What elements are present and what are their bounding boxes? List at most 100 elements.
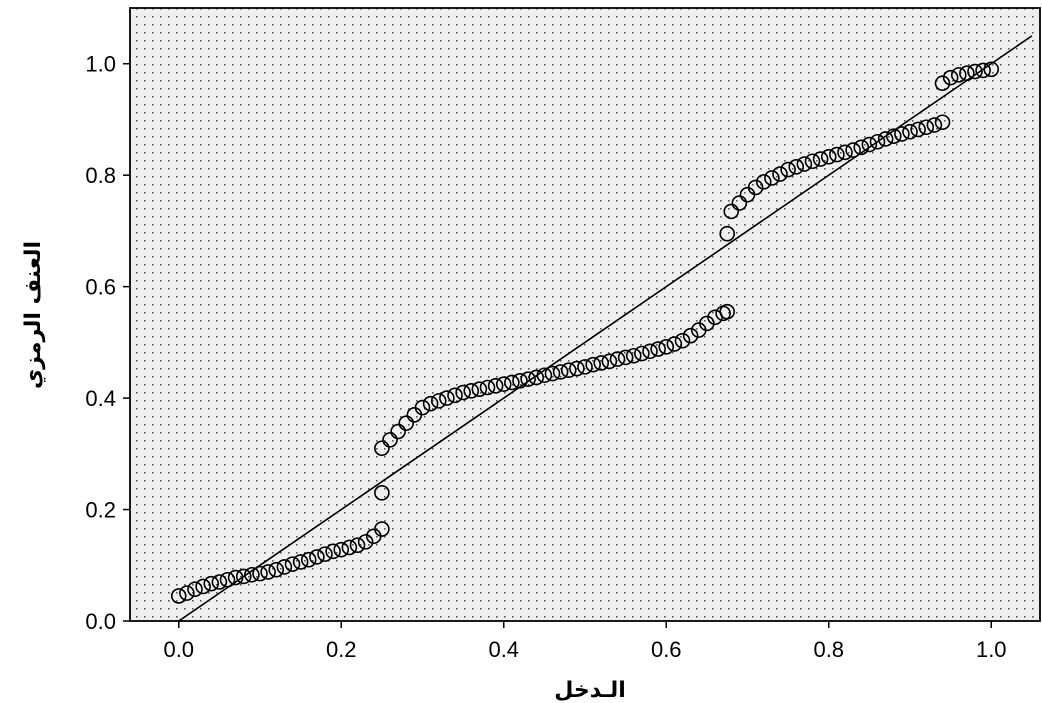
data-point: [203, 575, 220, 592]
data-point: [560, 362, 577, 379]
data-point: [723, 203, 740, 220]
data-point: [666, 336, 683, 352]
data-point: [357, 534, 374, 550]
data-point: [731, 195, 748, 211]
data-point: [625, 347, 642, 364]
y-tick-label: 1.0: [85, 52, 116, 77]
y-axis-title: العنف الرمزي: [21, 241, 46, 389]
data-point: [447, 387, 463, 404]
data-point: [959, 65, 975, 82]
data-point: [374, 485, 390, 501]
data-point: [374, 440, 390, 457]
y-tick-label: 0.0: [85, 609, 116, 634]
data-point: [755, 174, 772, 190]
data-point: [719, 225, 735, 242]
data-point: [902, 123, 918, 140]
plot-dot-pattern: [130, 8, 1040, 621]
data-point: [910, 121, 926, 138]
data-point: [292, 554, 309, 570]
data-point: [398, 415, 415, 431]
data-point: [528, 369, 545, 386]
data-point: [495, 376, 512, 392]
data-point: [552, 364, 569, 380]
data-point: [650, 341, 666, 357]
data-point: [479, 379, 496, 396]
data-point: [780, 161, 796, 178]
data-point: [719, 303, 735, 320]
y-tick-label: 0.8: [85, 163, 116, 188]
data-point: [260, 564, 276, 580]
data-point: [601, 353, 618, 370]
data-point: [569, 360, 585, 377]
data-point: [747, 179, 764, 196]
y-tick-label: 0.6: [85, 275, 116, 300]
data-point: [252, 565, 268, 582]
data-point: [227, 569, 244, 586]
data-point: [812, 151, 829, 167]
data-point: [593, 355, 610, 371]
data-point: [845, 142, 861, 158]
x-tick-label: 1.0: [976, 637, 1007, 662]
data-point: [934, 114, 951, 131]
data-point: [455, 384, 471, 401]
data-point: [349, 537, 366, 554]
data-point: [520, 371, 536, 387]
data-point: [536, 367, 553, 384]
data-point: [504, 374, 520, 391]
data-point: [276, 559, 293, 575]
data-point: [853, 139, 870, 156]
x-tick-label: 0.6: [651, 637, 682, 662]
data-point: [309, 549, 325, 565]
data-point: [975, 62, 991, 79]
x-tick-label: 0.8: [813, 637, 844, 662]
data-point: [487, 378, 504, 394]
data-point: [885, 128, 902, 144]
data-point: [219, 571, 236, 588]
data-point: [244, 566, 260, 583]
data-point: [333, 541, 350, 558]
data-point: [617, 349, 634, 366]
data-point: [300, 551, 317, 568]
x-tick-label: 0.0: [163, 637, 194, 662]
data-point: [674, 332, 691, 349]
data-point: [829, 146, 845, 163]
data-point: [439, 390, 455, 406]
data-point: [869, 133, 886, 150]
data-point: [187, 581, 203, 598]
data-point: [918, 119, 935, 136]
data-point: [764, 170, 780, 186]
data-point: [788, 159, 805, 175]
data-point: [430, 393, 447, 409]
data-point: [317, 546, 333, 562]
data-point: [544, 365, 561, 382]
data-point: [463, 383, 480, 399]
data-point: [414, 399, 431, 416]
data-point: [877, 131, 894, 147]
data-point: [422, 395, 439, 412]
data-point: [804, 153, 821, 170]
y-tick-label: 0.4: [85, 386, 116, 411]
data-point: [837, 144, 853, 161]
data-point: [577, 359, 593, 375]
data-point: [325, 543, 341, 560]
data-point: [268, 561, 285, 578]
data-point: [170, 588, 187, 604]
data-point: [861, 136, 878, 153]
data-point: [634, 345, 650, 362]
data-point: [382, 432, 398, 448]
data-point: [894, 126, 910, 142]
data-point: [585, 356, 601, 373]
data-point: [926, 117, 943, 133]
x-axis-title: الـدخل: [554, 678, 626, 703]
x-tick-label: 0.4: [488, 637, 519, 662]
data-point: [682, 327, 699, 344]
data-point: [983, 61, 1000, 78]
data-point: [390, 423, 406, 440]
data-point: [211, 574, 228, 590]
data-point: [195, 578, 211, 595]
data-point: [609, 351, 626, 367]
x-tick-label: 0.2: [326, 637, 357, 662]
data-point: [179, 585, 195, 601]
data-point: [942, 69, 959, 86]
